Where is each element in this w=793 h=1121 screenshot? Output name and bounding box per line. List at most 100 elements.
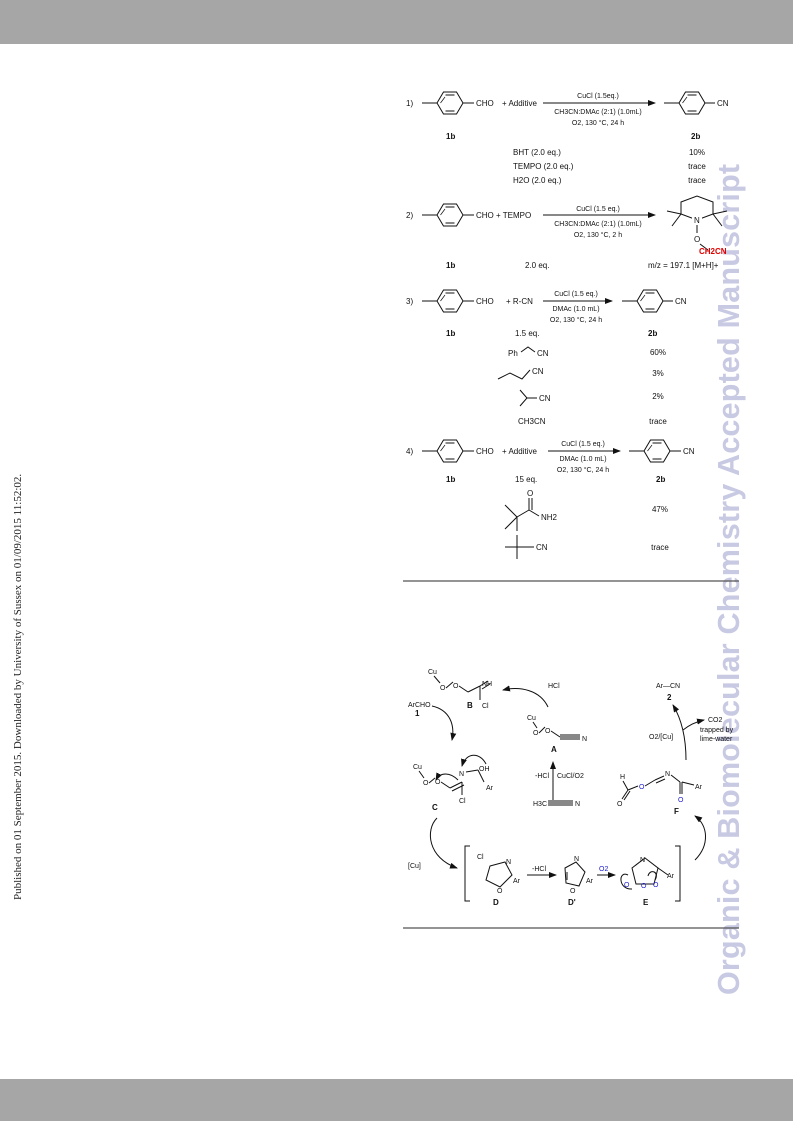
reaction-2: 2) CHO + TEMPO CuCl (1.5 eq.) CH3CN:DMAc… xyxy=(406,195,728,270)
r4-cn: CN xyxy=(683,447,695,456)
f-h: H xyxy=(620,774,625,781)
r1-additive-3: H2O (2.0 eq.) xyxy=(513,176,562,185)
r3-cn-2: CN xyxy=(532,367,544,376)
r3-yield-2: 3% xyxy=(652,369,664,378)
r1-cond-2: CH3CN:DMAc (2:1) (1.0mL) xyxy=(554,109,642,116)
cucl-o2: CuCl/O2 xyxy=(557,773,584,780)
e-label: E xyxy=(643,898,649,907)
r1-label-1b: 1b xyxy=(446,132,455,141)
r2-o: O xyxy=(694,235,700,244)
r2-ms: m/z = 197.1 [M+H]+ xyxy=(648,261,719,270)
e-ar: Ar xyxy=(667,873,675,880)
reaction-3-number: 3) xyxy=(406,297,413,306)
e-o3: O xyxy=(653,882,659,889)
r3-cho: CHO xyxy=(476,297,494,306)
reaction-3: 3) CHO + R-CN CuCl (1.5 eq.) DMAc (1.0 m… xyxy=(406,289,687,426)
hcl-arrow xyxy=(502,685,549,708)
f-o2: O xyxy=(639,784,645,791)
f-o3: O xyxy=(678,797,684,804)
r3-yield-4: trace xyxy=(649,417,667,426)
minus-hcl-1: -HCl xyxy=(535,773,549,780)
b-o2: O xyxy=(453,683,459,690)
r2-ch2cn: CH2CN xyxy=(699,247,727,256)
b-nh: NH xyxy=(482,681,492,688)
intermediate-D-prime: N O Ar D' xyxy=(564,856,594,907)
d-o: O xyxy=(497,888,503,895)
r3-label-1b: 1b xyxy=(446,329,455,338)
intermediate-E: N O O O Ar E xyxy=(620,857,675,907)
r4-nh2: NH2 xyxy=(541,513,558,522)
reaction-1: 1) CHO + Additive CuCl (1.5eq.) CH3CN:DM… xyxy=(406,91,729,185)
r3-cn-1: CN xyxy=(537,349,549,358)
intermediate-C: Cu O O N OH Ar Cl C xyxy=(413,754,494,812)
archo-number: 1 xyxy=(415,709,420,718)
d-ar: Ar xyxy=(513,878,521,885)
r3-cond-1: CuCl (1.5 eq.) xyxy=(554,291,598,298)
r2-cond-2: CH3CN:DMAc (2:1) (1.0mL) xyxy=(554,221,642,228)
a-o1: O xyxy=(533,730,539,737)
r3-ph: Ph xyxy=(508,349,518,358)
arcn: Ar—CN xyxy=(656,683,680,690)
r1-yield-2: trace xyxy=(688,162,706,171)
r3-acetonitrile: CH3CN xyxy=(518,417,546,426)
h3c: H3C xyxy=(533,801,547,808)
r2-cond-3: O2, 130 °C, 2 h xyxy=(574,231,622,239)
d-cl: Cl xyxy=(477,854,484,861)
dp-o: O xyxy=(570,888,576,895)
r2-eq: 2.0 eq. xyxy=(525,261,549,270)
r1-cond-1: CuCl (1.5eq.) xyxy=(577,93,619,100)
f-n: N xyxy=(665,771,670,778)
r2-n: N xyxy=(694,216,700,225)
r4-plus-additive: + Additive xyxy=(502,447,537,456)
intermediate-A: Cu O O N A xyxy=(527,715,587,754)
r3-yield-1: 60% xyxy=(650,348,666,357)
dp-label: D' xyxy=(568,898,576,907)
c-cu: Cu xyxy=(413,764,422,771)
b-cl: Cl xyxy=(482,703,489,710)
r3-plus-rcn: + R-CN xyxy=(506,297,533,306)
r3-cond-3: O2, 130 °C, 24 h xyxy=(550,316,602,324)
c-n: N xyxy=(459,771,464,778)
r4-cond-1: CuCl (1.5 eq.) xyxy=(561,441,605,448)
r4-cho: CHO xyxy=(476,447,494,456)
a-cu: Cu xyxy=(527,715,536,722)
r2-label-1b: 1b xyxy=(446,261,455,270)
o2-cu: O2/[Cu] xyxy=(649,734,673,741)
r4-label-1b: 1b xyxy=(446,475,455,484)
intermediate-D: Cl N O Ar D xyxy=(477,854,521,907)
r4-cond-2: DMAc (1.0 mL) xyxy=(559,456,606,463)
intermediate-F: H O O N O Ar F xyxy=(617,771,703,816)
c-cl: Cl xyxy=(459,798,466,805)
r4-cond-3: O2, 130 °C, 24 h xyxy=(557,466,609,474)
archo: ArCHO xyxy=(408,702,431,709)
r1-yield-3: trace xyxy=(688,176,706,185)
r1-additive-2: TEMPO (2.0 eq.) xyxy=(513,162,574,171)
e-o1: O xyxy=(624,882,630,889)
lime-water: lime-water xyxy=(700,736,733,743)
r1-cond-3: O2, 130 °C, 24 h xyxy=(572,119,624,127)
reaction-1-number: 1) xyxy=(406,99,413,108)
r1-additive-1: BHT (2.0 eq.) xyxy=(513,148,561,157)
r4-yield-2: trace xyxy=(651,543,669,552)
header-band xyxy=(0,0,793,44)
cu-bracket: [Cu] xyxy=(408,863,421,870)
r4-amide-o: O xyxy=(527,489,533,498)
f-to-arcn-arrow xyxy=(672,704,687,761)
r3-yield-3: 2% xyxy=(652,392,664,401)
c-oh: OH xyxy=(479,766,490,773)
d-n: N xyxy=(506,859,511,866)
r2-cho-tempo: CHO + TEMPO xyxy=(476,211,531,220)
b-label: B xyxy=(467,701,473,710)
f-o1: O xyxy=(617,801,623,808)
reaction-4-number: 4) xyxy=(406,447,413,456)
a-o2: O xyxy=(545,728,551,735)
arcn-number: 2 xyxy=(667,693,672,702)
reaction-2-number: 2) xyxy=(406,211,413,220)
dp-ar: Ar xyxy=(586,878,594,885)
a-n: N xyxy=(582,736,587,743)
reaction-4: 4) CHO + Additive CuCl (1.5 eq.) DMAc (1… xyxy=(406,439,695,559)
f-label: F xyxy=(674,807,679,816)
scheme-mechanism: Cu O O NH Cl B ArCHO 1 H Cl Cu O O xyxy=(408,669,734,907)
dp-n: N xyxy=(574,856,579,863)
